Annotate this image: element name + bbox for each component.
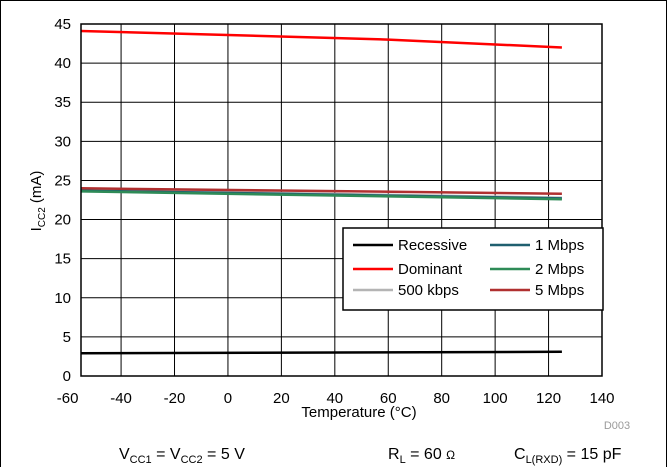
x-tick-label: 140 [589,390,614,407]
x-tick-label: 60 [380,390,397,407]
x-tick-labels: -60 -40 -20 0 20 40 60 80 100 120 140 [57,390,615,407]
condition-rl: RL = 60 Ω [388,446,455,466]
series-line-2-mbps [80,190,562,201]
x-tick-label: -60 [57,390,79,407]
legend-label-5mbps: 5 Mbps [535,282,584,299]
y-tick-label: 45 [54,16,71,33]
grid [81,24,602,376]
x-tick-label: 120 [536,390,561,407]
condition-cl: CL(RXD) = 15 pF [514,446,622,466]
y-tick-label: 40 [54,55,71,72]
y-tick-label: 15 [54,251,71,268]
x-tick-label: 80 [433,390,450,407]
legend-label-recessive: Recessive [398,237,467,254]
legend-label-1mbps: 1 Mbps [535,237,584,254]
y-tick-labels: 0 5 10 15 20 25 30 35 40 45 [54,16,71,385]
y-tick-label: 35 [54,94,71,111]
x-tick-label: 40 [326,390,343,407]
series-line-dominant [80,29,562,49]
legend: Recessive Dominant 500 kbps 1 Mbps 2 Mbp… [342,227,604,311]
y-tick-label: 25 [54,172,71,189]
x-tick-label: 0 [224,390,232,407]
plot-border [80,23,603,377]
series-line-recessive [80,350,562,355]
y-tick-label: 30 [54,133,71,150]
condition-vcc: VCC1 = VCC2 = 5 V [119,446,245,466]
y-tick-label: 0 [63,368,71,385]
x-tick-label: 20 [273,390,290,407]
x-tick-label: 100 [483,390,508,407]
series-lines [80,29,562,355]
x-axis-title: Temperature (°C) [301,404,416,421]
y-tick-label: 5 [63,329,71,346]
x-tick-label: -40 [110,390,132,407]
series-line-5-mbps [80,187,562,195]
y-tick-label: 20 [54,212,71,229]
figure-id-label: D003 [604,420,630,432]
y-axis-title: ICC2 (mA) [28,171,48,232]
legend-label-dominant: Dominant [398,261,463,278]
x-tick-label: -20 [164,390,186,407]
y-tick-label: 10 [54,290,71,307]
legend-label-2mbps: 2 Mbps [535,261,584,278]
legend-label-500kbps: 500 kbps [398,282,459,299]
